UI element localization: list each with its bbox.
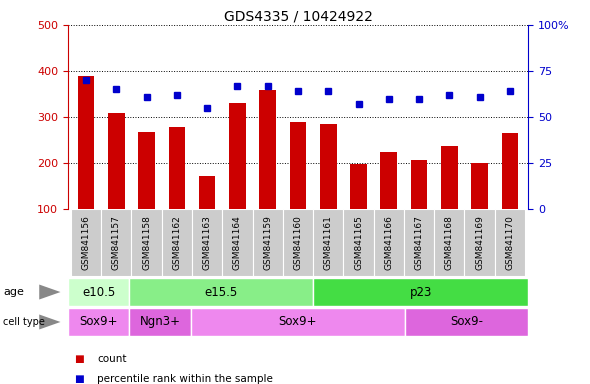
Bar bbox=[290, 122, 306, 209]
Bar bbox=[101, 209, 132, 276]
Bar bbox=[71, 209, 101, 276]
Polygon shape bbox=[39, 314, 60, 329]
Text: GSM841165: GSM841165 bbox=[354, 215, 363, 270]
Text: GDS4335 / 10424922: GDS4335 / 10424922 bbox=[224, 10, 372, 23]
Text: Sox9+: Sox9+ bbox=[79, 316, 118, 328]
Bar bbox=[441, 146, 458, 209]
Text: age: age bbox=[3, 287, 24, 297]
Bar bbox=[313, 209, 343, 276]
Bar bbox=[471, 163, 488, 209]
Text: ■: ■ bbox=[74, 354, 84, 364]
Text: GSM841168: GSM841168 bbox=[445, 215, 454, 270]
Text: ■: ■ bbox=[74, 374, 84, 384]
Text: GSM841157: GSM841157 bbox=[112, 215, 121, 270]
Text: GSM841158: GSM841158 bbox=[142, 215, 151, 270]
Text: e15.5: e15.5 bbox=[205, 286, 238, 298]
Text: Sox9-: Sox9- bbox=[450, 316, 483, 328]
Bar bbox=[320, 124, 336, 209]
Bar bbox=[169, 127, 185, 209]
Text: GSM841156: GSM841156 bbox=[81, 215, 90, 270]
Bar bbox=[313, 278, 528, 306]
Bar bbox=[78, 76, 94, 209]
Bar bbox=[108, 113, 124, 209]
Text: count: count bbox=[97, 354, 127, 364]
Bar bbox=[411, 160, 427, 209]
Text: GSM841162: GSM841162 bbox=[172, 215, 181, 270]
Bar bbox=[192, 209, 222, 276]
Text: GSM841167: GSM841167 bbox=[415, 215, 424, 270]
Text: GSM841161: GSM841161 bbox=[324, 215, 333, 270]
Bar bbox=[464, 209, 495, 276]
Bar bbox=[495, 209, 525, 276]
Text: GSM841169: GSM841169 bbox=[475, 215, 484, 270]
Bar bbox=[253, 209, 283, 276]
Bar bbox=[229, 103, 245, 209]
Bar bbox=[162, 209, 192, 276]
Text: GSM841160: GSM841160 bbox=[293, 215, 303, 270]
Bar bbox=[138, 132, 155, 209]
Text: Sox9+: Sox9+ bbox=[278, 316, 317, 328]
Polygon shape bbox=[39, 285, 60, 300]
Text: cell type: cell type bbox=[3, 317, 45, 327]
Bar bbox=[260, 90, 276, 209]
Text: Ngn3+: Ngn3+ bbox=[139, 316, 181, 328]
Text: GSM841163: GSM841163 bbox=[202, 215, 212, 270]
Bar bbox=[502, 133, 518, 209]
Text: e10.5: e10.5 bbox=[82, 286, 115, 298]
Bar bbox=[129, 278, 313, 306]
Bar bbox=[404, 209, 434, 276]
Text: GSM841164: GSM841164 bbox=[233, 215, 242, 270]
Bar bbox=[222, 209, 253, 276]
Text: p23: p23 bbox=[409, 286, 432, 298]
Bar bbox=[191, 308, 405, 336]
Text: GSM841159: GSM841159 bbox=[263, 215, 272, 270]
Bar bbox=[343, 209, 373, 276]
Bar bbox=[405, 308, 528, 336]
Bar bbox=[373, 209, 404, 276]
Bar bbox=[68, 278, 129, 306]
Bar bbox=[129, 308, 191, 336]
Bar bbox=[68, 308, 129, 336]
Bar bbox=[132, 209, 162, 276]
Bar bbox=[283, 209, 313, 276]
Bar bbox=[381, 152, 397, 209]
Text: percentile rank within the sample: percentile rank within the sample bbox=[97, 374, 273, 384]
Text: GSM841170: GSM841170 bbox=[506, 215, 514, 270]
Bar bbox=[434, 209, 464, 276]
Bar bbox=[199, 176, 215, 209]
Bar bbox=[350, 164, 367, 209]
Text: GSM841166: GSM841166 bbox=[384, 215, 394, 270]
